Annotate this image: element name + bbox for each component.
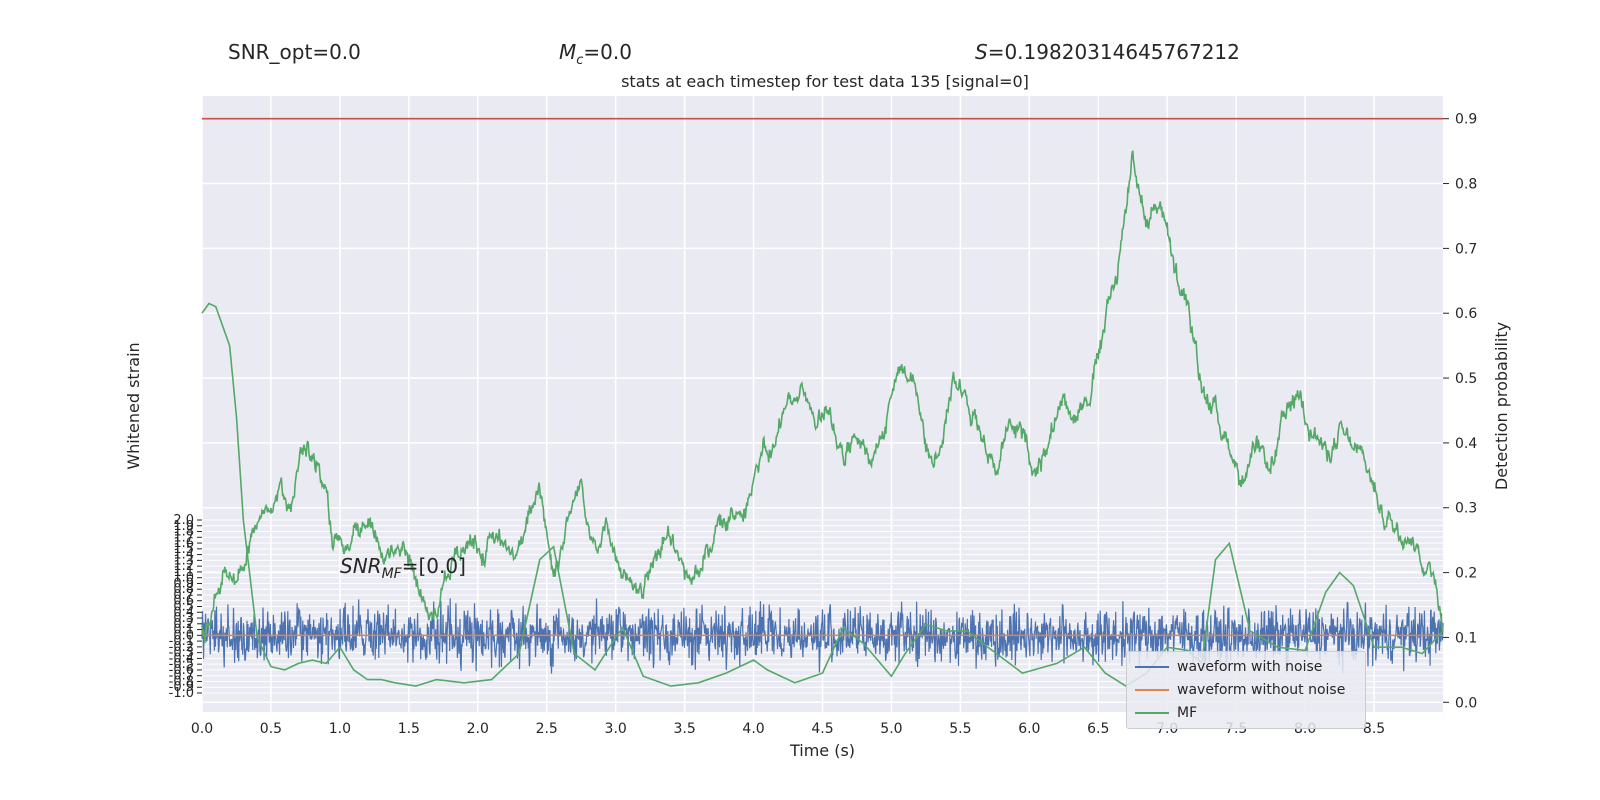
s-stat-label: S=0.19820314645767212: [975, 40, 1240, 64]
left-tick-label: 0.0: [173, 628, 194, 643]
left-tick-label: 0.2: [173, 617, 194, 632]
left-y-axis-label: Whitened strain: [124, 342, 143, 469]
x-tick-label: 5.0: [880, 721, 902, 737]
left-tick-label: 1.8: [173, 525, 194, 540]
snr-mf-value: =[0.0]: [402, 554, 466, 578]
mc-symbol: M: [559, 40, 577, 64]
chart-title: stats at each timestep for test data 135…: [621, 72, 1029, 91]
x-tick-label: 3.5: [673, 721, 695, 737]
series-mf-jagged: [201, 150, 1444, 644]
right-tick-label: 0.0: [1455, 695, 1477, 711]
legend-item-waveform-noise: waveform with noise: [1135, 657, 1322, 677]
left-tick-label: 0.8: [173, 582, 194, 597]
x-tick-labels: 0.0 0.5 1.0 1.5 2.0 2.5 3.0 3.5 4.0 4.5 5.0 5.5 6.0 6…: [191, 721, 1385, 737]
right-y-tick-labels: 0.0 0.1 0.2 0.3 0.4 0.5 0.6 0.7 0.8 0.9: [1443, 112, 1477, 711]
right-tick-label: 0.3: [1455, 501, 1477, 517]
right-tick-label: 0.4: [1455, 436, 1477, 452]
x-axis-label: Time (s): [789, 741, 855, 760]
chirp-mass-label: Mc=0.0: [559, 40, 632, 68]
left-tick-label: -0.4: [169, 651, 194, 666]
left-tick-label: -1.0: [169, 686, 194, 701]
snr-opt-label: SNR_opt=0.0: [228, 40, 361, 64]
right-tick-label: 0.8: [1455, 177, 1477, 193]
series-layer: [201, 150, 1444, 688]
x-tick-label: 5.5: [949, 721, 971, 737]
x-tick-label: 3.0: [605, 721, 627, 737]
x-tick-label: 0.5: [260, 721, 282, 737]
left-tick-label: 1.5: [173, 542, 194, 557]
snr-mf-subscript: MF: [382, 566, 403, 582]
left-tick-label: -0.8: [169, 674, 194, 689]
x-tick-label: 1.5: [398, 721, 420, 737]
s-symbol: S: [975, 40, 988, 64]
left-tick-label: -0.9: [169, 680, 194, 695]
left-tick-label: 1.2: [173, 559, 194, 574]
left-tick-label: 1.6: [173, 536, 194, 551]
legend-label: waveform without noise: [1177, 682, 1346, 698]
left-tick-label: 1.1: [173, 565, 194, 580]
mc-value: =0.0: [583, 40, 632, 64]
left-tick-label: 0.3: [173, 611, 194, 626]
left-tick-label: -0.1: [169, 634, 194, 649]
x-tick-label: 2.0: [467, 721, 489, 737]
left-tick-label: 0.5: [173, 600, 194, 615]
left-tick-label: -0.6: [169, 663, 194, 678]
left-tick-label: 0.4: [173, 605, 194, 620]
x-tick-label: 4.5: [811, 721, 833, 737]
series-waveform-with-noise: [201, 598, 1444, 674]
legend-item-mf: MF: [1135, 703, 1197, 723]
x-tick-label: 8.5: [1363, 721, 1385, 737]
legend-label: MF: [1177, 705, 1198, 721]
left-tick-label: -0.5: [169, 657, 194, 672]
legend-swatch-orange: [1135, 689, 1169, 691]
left-tick-label: -0.7: [169, 669, 194, 684]
right-tick-label: 0.1: [1455, 630, 1477, 646]
left-tick-label: 1.4: [173, 548, 194, 563]
x-tick-label: 6.5: [1087, 721, 1109, 737]
mc-subscript: c: [576, 53, 584, 68]
left-tick-label: 0.6: [173, 594, 194, 609]
legend-label: waveform with noise: [1177, 659, 1323, 675]
left-tick-label: 1.3: [173, 553, 194, 568]
x-tick-label: 2.5: [536, 721, 558, 737]
left-tick-label: -0.2: [169, 640, 194, 655]
snr-mf-symbol: SNR: [340, 554, 382, 578]
legend-item-waveform-clean: waveform without noise: [1135, 680, 1345, 700]
left-tick-label: 2.0: [173, 513, 194, 528]
left-tick-label: 1.7: [173, 530, 194, 545]
s-value: =0.19820314645767212: [987, 40, 1240, 64]
left-tick-label: 1.9: [173, 519, 194, 534]
right-tick-label: 0.9: [1455, 112, 1477, 128]
x-tick-label: 4.0: [742, 721, 764, 737]
x-tick-label: 1.0: [329, 721, 351, 737]
left-tick-label: -0.3: [169, 646, 194, 661]
left-tick-label: 1.0: [173, 571, 194, 586]
legend: waveform with noise waveform without noi…: [1126, 651, 1366, 729]
legend-swatch-green: [1135, 712, 1169, 714]
x-tick-label: 6.0: [1018, 721, 1040, 737]
right-tick-label: 0.2: [1455, 566, 1477, 582]
x-gridlines: [201, 96, 1375, 712]
right-y-axis-label: Detection probability: [1492, 322, 1511, 490]
left-y-tick-labels: -1.0-0.9-0.8-0.7-0.6-0.5-0.4-0.3-0.2-0.1…: [169, 513, 202, 701]
right-tick-label: 0.6: [1455, 306, 1477, 322]
right-tick-label: 0.7: [1455, 241, 1477, 257]
snr-mf-annotation: SNRMF=[0.0]: [340, 554, 466, 582]
left-tick-label: 0.1: [173, 623, 194, 638]
legend-swatch-blue: [1135, 666, 1169, 668]
left-tick-label: 0.7: [173, 588, 194, 603]
x-tick-label: 0.0: [191, 721, 213, 737]
left-tick-label: 0.9: [173, 576, 194, 591]
right-tick-label: 0.5: [1455, 371, 1477, 387]
series-mf-smooth: [201, 302, 1444, 688]
